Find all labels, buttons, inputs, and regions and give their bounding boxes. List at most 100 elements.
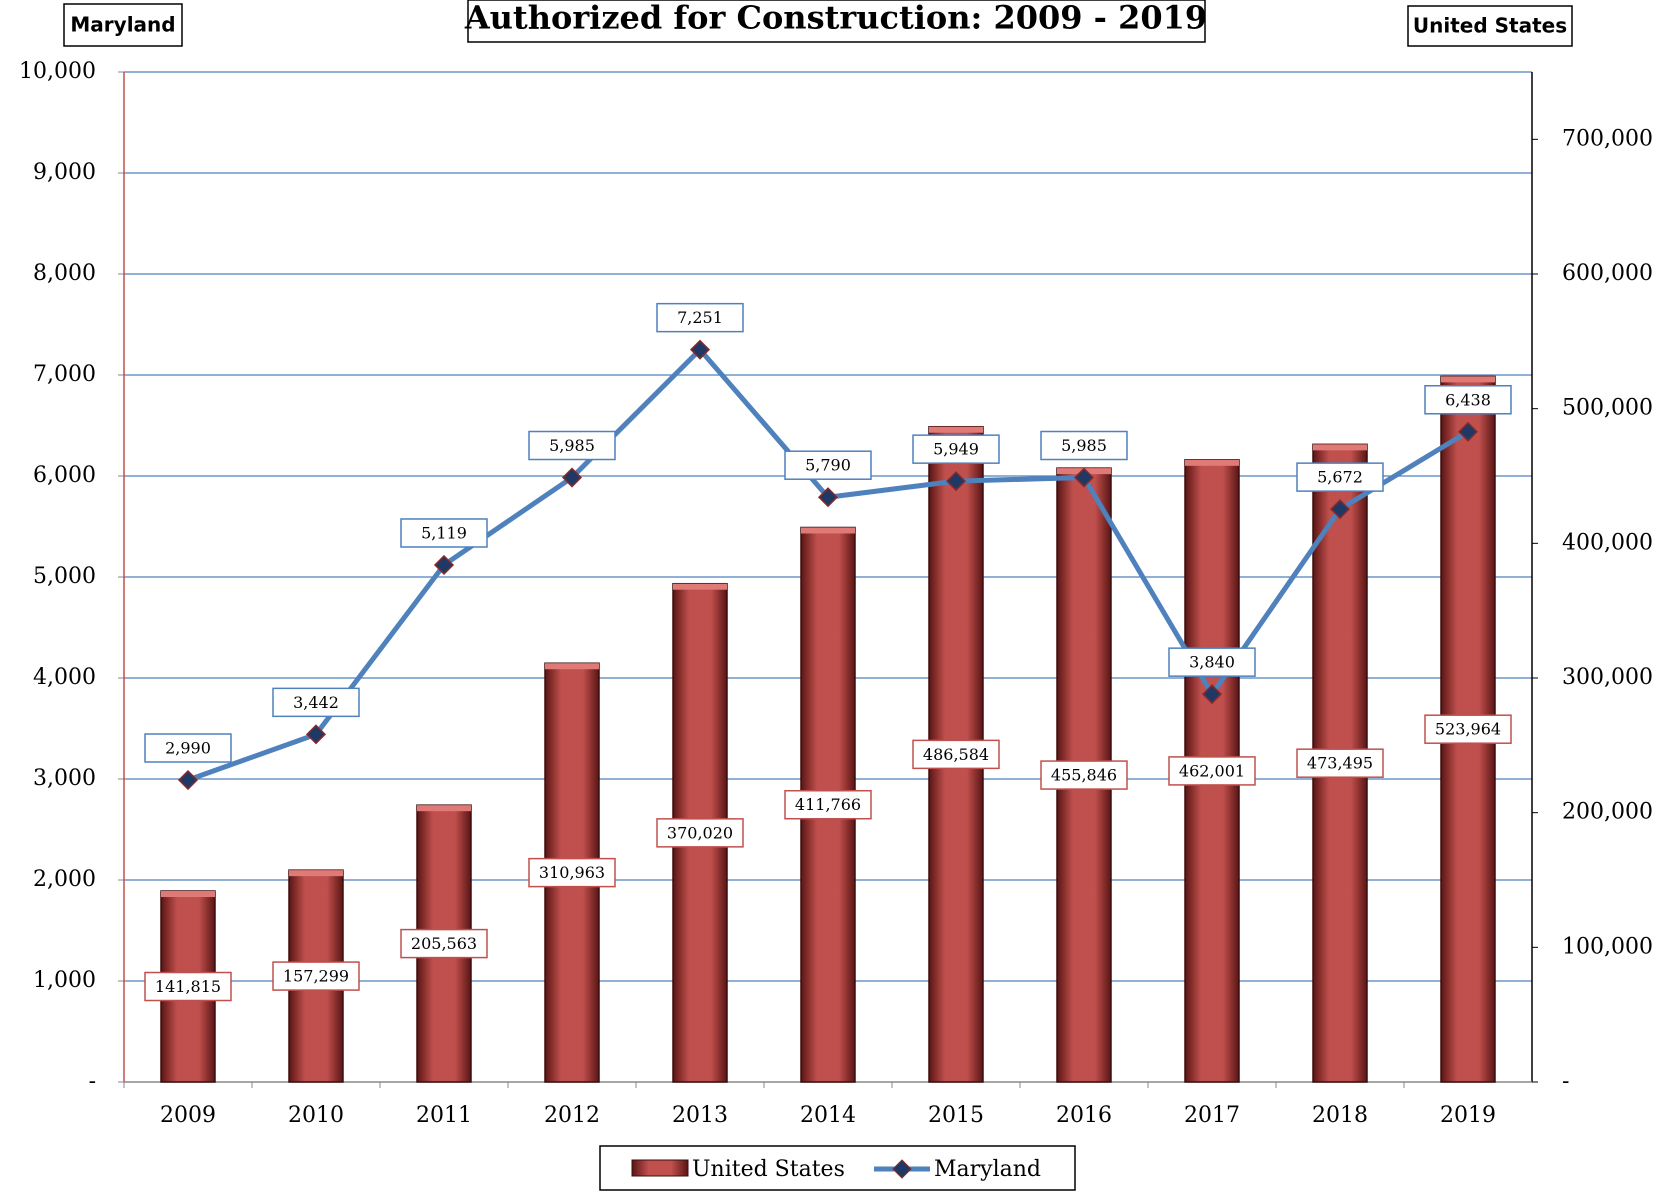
data-label-box: [144, 733, 232, 763]
data-label: 455,846: [1051, 766, 1117, 785]
y-label: Maryland: [70, 13, 175, 37]
data-label-box: [400, 518, 488, 548]
marker: [1329, 499, 1351, 520]
data-label: 5,672: [1317, 468, 1363, 487]
legend-swatch: [631, 1159, 689, 1177]
data-label: 5,985: [1061, 436, 1107, 455]
marker: [945, 471, 967, 492]
legend-marker: [892, 1159, 912, 1179]
data-label: 3,840: [1189, 653, 1235, 672]
data-label-box: [1424, 714, 1512, 744]
data-label: 141,815: [155, 977, 221, 996]
marker: [561, 467, 583, 488]
x-tick-label: 2014: [800, 1103, 856, 1128]
y-tick-label: 3,000: [33, 766, 96, 791]
bar-cap: [1185, 459, 1239, 466]
bar-cap: [545, 663, 599, 670]
data-label-box: [912, 739, 1000, 770]
x-tick-label: 2013: [672, 1103, 728, 1128]
data-label-box: [1424, 385, 1512, 415]
y-tick-label: 1,000: [33, 968, 96, 993]
data-label: 7,251: [677, 308, 723, 327]
x-tick-label: 2011: [416, 1103, 472, 1128]
y2-tick-label: 600,000: [1562, 261, 1653, 286]
y2-label-box: [1407, 5, 1573, 47]
y-tick-label: -: [89, 1069, 96, 1094]
bar-cap: [1313, 444, 1367, 451]
data-label: 523,964: [1435, 720, 1501, 739]
marker: [1457, 421, 1479, 442]
data-label-box: [656, 818, 744, 848]
x-tick-label: 2016: [1056, 1103, 1112, 1128]
x-tick-label: 2009: [160, 1103, 216, 1128]
marker: [817, 487, 839, 508]
chart-title: Authorized for Construction: 2009 - 2019: [464, 0, 1207, 37]
data-label: 486,584: [923, 745, 989, 764]
data-label: 3,442: [293, 693, 339, 712]
y-tick-label: 2,000: [33, 867, 96, 892]
bar-cap: [161, 891, 215, 898]
data-label-box: [1040, 760, 1128, 790]
data-label: 2,990: [165, 739, 211, 758]
y2-tick-label: 100,000: [1562, 934, 1653, 959]
y2-tick-label: -: [1562, 1069, 1569, 1094]
y2-label: United States: [1413, 14, 1567, 38]
data-label-box: [1168, 756, 1256, 786]
marker: [305, 724, 327, 745]
y-tick-label: 6,000: [33, 463, 96, 488]
data-label-box: [528, 857, 616, 888]
data-label: 6,438: [1445, 390, 1491, 409]
legend-label: United States: [692, 1157, 845, 1182]
data-label: 462,001: [1179, 761, 1245, 780]
y-label-box: [63, 3, 183, 47]
data-label-box: [656, 302, 744, 333]
y-tick-label: 4,000: [33, 665, 96, 690]
marker: [433, 554, 455, 576]
data-label: 310,963: [539, 863, 605, 882]
bar-cap: [417, 805, 471, 812]
marker: [177, 769, 199, 791]
x-tick-label: 2010: [288, 1103, 344, 1128]
y2-tick-label: 400,000: [1562, 530, 1653, 555]
data-label-box: [1040, 430, 1128, 461]
data-label: 157,299: [283, 967, 349, 986]
data-label-box: [912, 434, 1000, 464]
y-tick-label: 5,000: [33, 564, 96, 589]
legend-label: Maryland: [934, 1157, 1041, 1182]
data-label-box: [144, 971, 232, 1002]
data-label: 205,563: [411, 934, 477, 953]
y2-tick-label: 500,000: [1562, 396, 1653, 421]
data-label-box: [528, 430, 616, 461]
data-label: 370,020: [667, 823, 733, 842]
y2-tick-label: 700,000: [1562, 126, 1653, 151]
data-label: 411,766: [795, 795, 861, 814]
data-label-box: [1296, 748, 1384, 778]
data-label-box: [1296, 462, 1384, 492]
y-tick-label: 8,000: [33, 261, 96, 286]
y2-tick-label: 200,000: [1562, 800, 1653, 825]
y-tick-label: 7,000: [33, 362, 96, 387]
y-tick-label: 9,000: [33, 160, 96, 185]
data-label: 5,790: [805, 456, 851, 475]
bar-cap: [801, 527, 855, 534]
plot: - 1,000 2,000 3,000 4,000 5,000 6,000 7,000 8,00…: [19, 59, 1653, 1128]
bar-cap: [929, 426, 983, 433]
data-label: 5,985: [549, 436, 595, 455]
y-tick-label: 10,000: [19, 59, 96, 84]
title-box: [467, 0, 1206, 43]
bar-cap: [289, 870, 343, 877]
data-label-box: [400, 928, 488, 959]
marker: [689, 339, 711, 360]
marker: [1201, 684, 1223, 705]
data-label: 5,119: [421, 523, 467, 542]
bar-cap: [1441, 376, 1495, 383]
x-tick-label: 2019: [1440, 1103, 1496, 1128]
marker: [1073, 467, 1095, 488]
data-label-box: [1168, 647, 1256, 677]
data-label: 5,949: [933, 440, 979, 459]
data-label-box: [272, 687, 360, 718]
data-label-box: [272, 961, 360, 991]
bar-cap: [673, 583, 727, 590]
x-tick-label: 2017: [1184, 1103, 1240, 1128]
